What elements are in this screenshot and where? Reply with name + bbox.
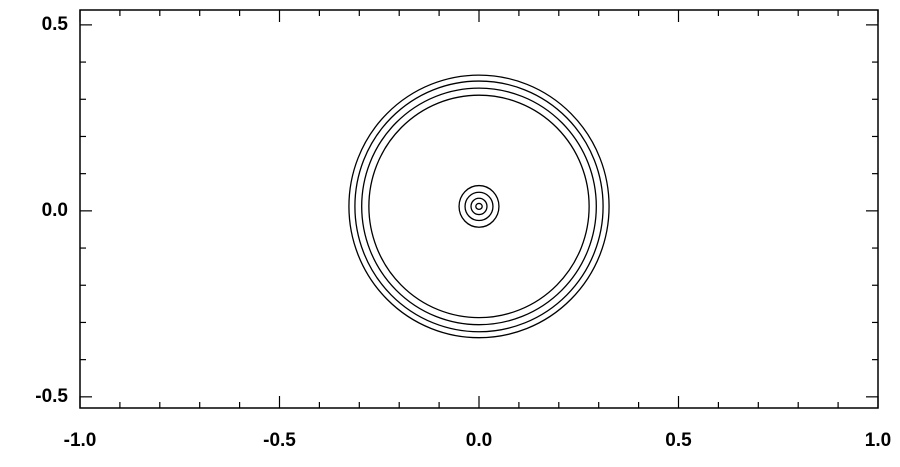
x-tick-label: -1.0 bbox=[64, 430, 97, 451]
contour-line bbox=[354, 80, 604, 333]
x-tick-label: -0.5 bbox=[263, 430, 296, 451]
y-tick-label: 0.0 bbox=[42, 200, 68, 221]
x-tick-label: 0.5 bbox=[665, 430, 692, 451]
contour-line bbox=[464, 191, 494, 222]
x-tick-label: 1.0 bbox=[865, 430, 891, 451]
y-tick-label: -0.5 bbox=[35, 386, 68, 407]
x-tick-label: 0.0 bbox=[466, 430, 492, 451]
y-tick-label: 0.5 bbox=[42, 14, 69, 35]
contour-line bbox=[475, 202, 483, 211]
contour-line bbox=[348, 74, 610, 339]
contour-line bbox=[361, 87, 597, 326]
contour-line bbox=[368, 94, 590, 319]
contour-line bbox=[470, 197, 488, 216]
contour-line bbox=[458, 184, 500, 228]
